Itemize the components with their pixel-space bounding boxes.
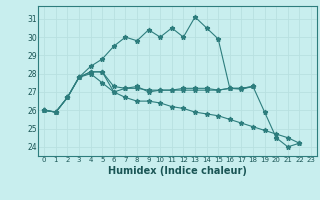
X-axis label: Humidex (Indice chaleur): Humidex (Indice chaleur) — [108, 166, 247, 176]
